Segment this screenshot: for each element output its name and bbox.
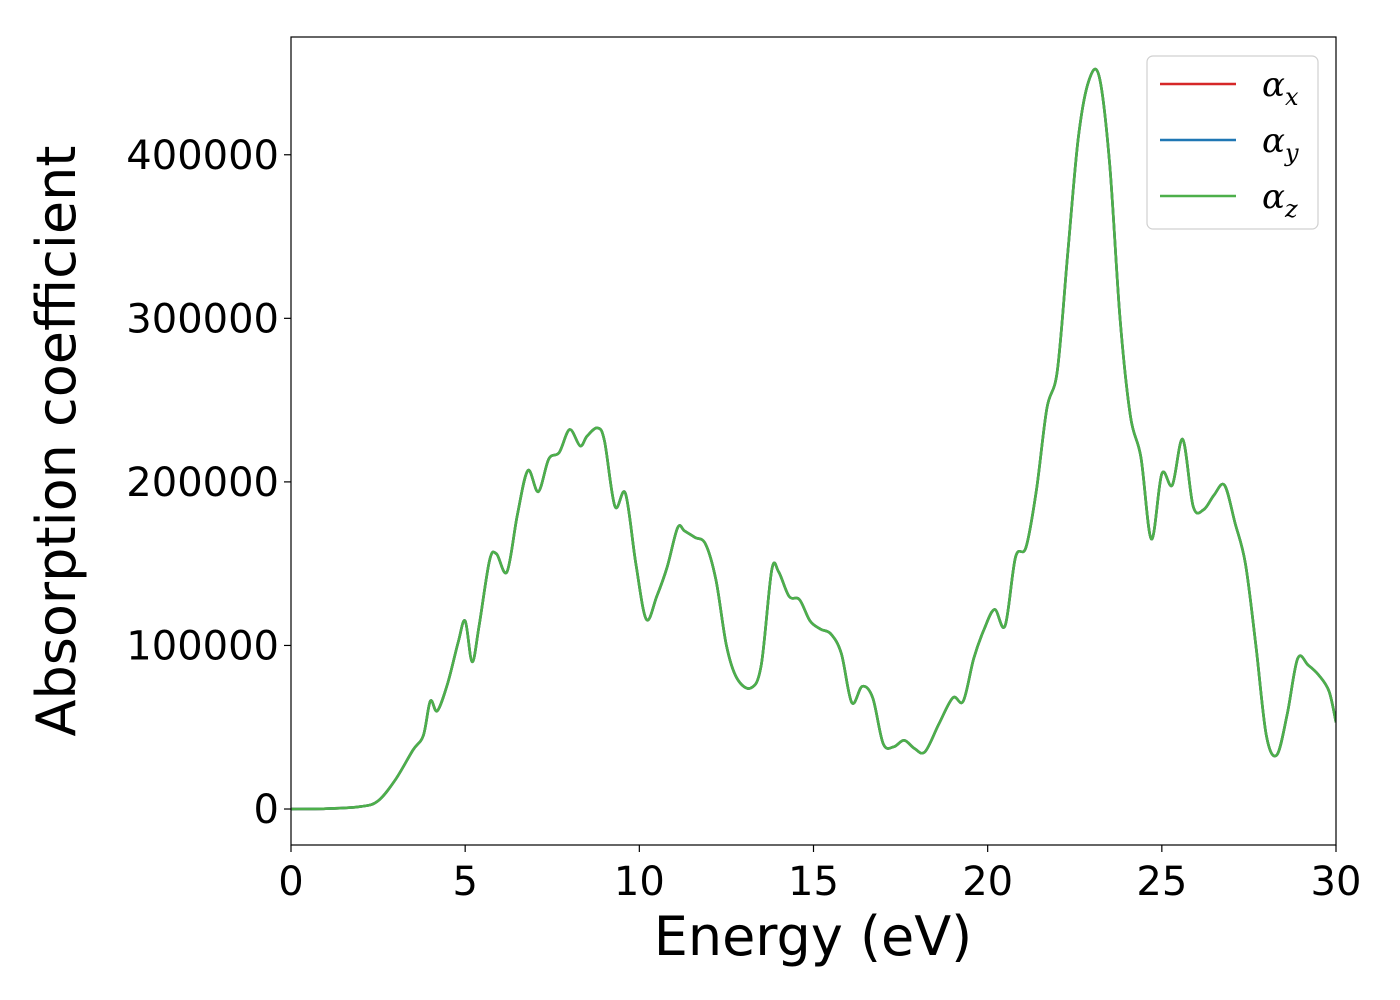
legend-box [1146,55,1319,230]
x-tick-label: 10 [614,859,665,905]
y-tick-label: 0 [254,787,279,833]
x-tick-label: 5 [452,859,477,905]
y-axis-label: Absorption coefficient [25,146,88,737]
legend-label: αy [1262,121,1299,167]
x-tick-label: 30 [1311,859,1362,905]
x-tick-label: 25 [1136,859,1187,905]
x-tick-label: 15 [788,859,839,905]
y-tick-label: 400000 [126,133,279,179]
legend-label: αx [1262,65,1299,111]
x-axis-label: Energy (eV) [654,905,973,968]
x-axis-ticks: 0 5 10 15 20 25 30 [278,845,1361,905]
y-tick-label: 200000 [126,460,279,506]
series-layer [291,67,1336,811]
x-tick-label: 0 [278,859,303,905]
series-line-alpha-z [291,67,1336,811]
y-axis-ticks: 0 100000 200000 300000 400000 [126,133,291,833]
y-tick-label: 300000 [126,296,279,342]
x-tick-label: 20 [962,859,1013,905]
y-tick-label: 100000 [126,623,279,669]
